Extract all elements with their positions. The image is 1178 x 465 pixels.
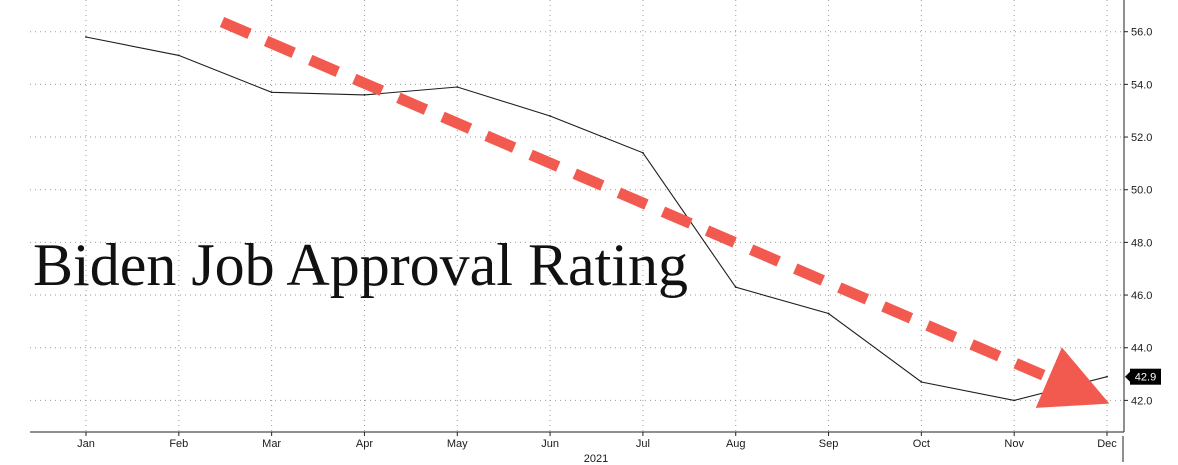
x-tick-label: May	[447, 438, 468, 450]
y-tick-label: 56.0	[1131, 27, 1152, 39]
annotations	[219, 16, 1110, 408]
x-tick-label: Oct	[913, 438, 930, 450]
axes: 42.0 44.0 46.0 48.0 50.0 52.0 54.0 56.0 Jan Feb Ma…	[30, 0, 1161, 462]
downtrend-arrow	[219, 16, 1110, 408]
last-value-label: 42.9	[1135, 372, 1156, 384]
x-tick-label: Jun	[541, 438, 559, 450]
y-tick-label: 54.0	[1131, 79, 1152, 91]
x-tick-label: Dec	[1097, 438, 1117, 450]
series	[85, 36, 1108, 402]
x-tick-label: Jan	[77, 438, 95, 450]
data-point	[549, 115, 551, 117]
y-tick-label: 52.0	[1131, 132, 1152, 144]
data-point	[734, 286, 737, 289]
data-point	[920, 381, 923, 383]
last-value-badge	[1130, 368, 1161, 385]
data-point	[827, 312, 830, 315]
x-tick-label: Feb	[169, 438, 188, 450]
y-tick-label: 50.0	[1131, 185, 1152, 197]
x-axis-year-label: 2021	[584, 453, 608, 465]
data-point	[363, 94, 366, 96]
chart-title: Biden Job Approval Rating	[33, 232, 688, 298]
approval-series-line	[85, 36, 1108, 401]
y-tick-label: 44.0	[1131, 343, 1152, 355]
x-tick-label: Apr	[356, 438, 373, 450]
x-tick-label: Mar	[262, 438, 281, 450]
data-point	[1013, 399, 1016, 402]
data-point	[456, 86, 459, 88]
data-point	[85, 36, 87, 38]
x-tick-label: Aug	[726, 438, 746, 450]
data-point	[642, 151, 644, 154]
y-tick-label: 48.0	[1131, 237, 1152, 249]
data-point	[1106, 375, 1108, 378]
last-value-badge-pointer	[1125, 371, 1130, 382]
x-tick-label: Sep	[819, 438, 839, 450]
data-point	[270, 91, 273, 94]
y-tick-label: 46.0	[1131, 290, 1152, 302]
data-point	[177, 54, 180, 57]
y-tick-label: 42.0	[1131, 395, 1152, 407]
x-tick-label: Nov	[1004, 438, 1024, 450]
grid	[30, 0, 1124, 432]
x-tick-label: Jul	[636, 438, 650, 450]
